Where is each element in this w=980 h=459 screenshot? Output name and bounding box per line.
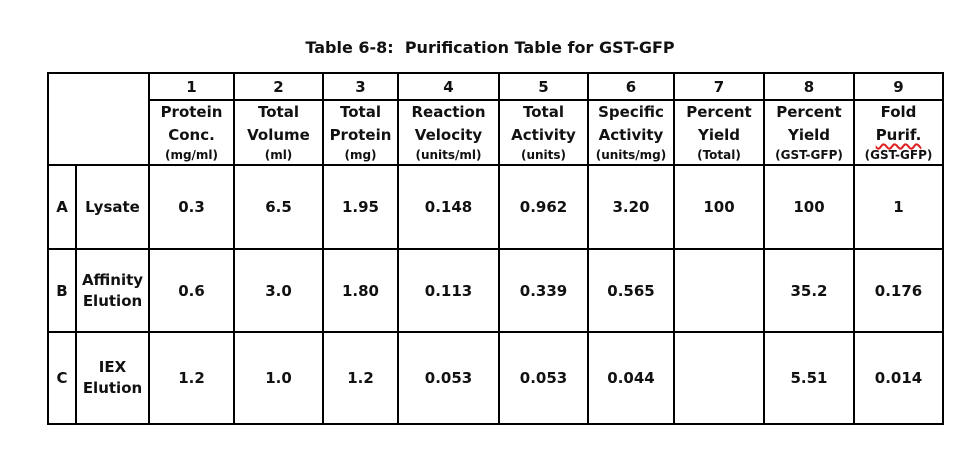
header-units: (Total): [697, 148, 741, 162]
value-cell: 0.113: [397, 248, 500, 333]
value-cell: 100: [763, 164, 855, 250]
col-header-reaction-velocity: Reaction Velocity (units/ml): [397, 99, 500, 166]
header-line: Conc.: [168, 126, 215, 144]
row-label-iex-elution: IEX Elution: [75, 331, 150, 425]
header-units: (units): [520, 148, 567, 162]
row-letter: B: [47, 248, 77, 333]
value-cell: 0.044: [587, 331, 675, 425]
value-cell: 1.2: [148, 331, 235, 425]
value-cell: 5.51: [763, 331, 855, 425]
column-number-row: 1 2 3 4 5 6 7 8 9: [47, 72, 944, 166]
table-row-iex-elution: C IEX Elution 1.2 1.0 1.2 0.053 0.053 0.…: [47, 331, 944, 425]
header-line: Protein: [160, 103, 223, 121]
value-cell: 3.20: [587, 164, 675, 250]
header-line: Volume: [247, 126, 310, 144]
header-units: (mg): [344, 148, 377, 162]
misspelled-word-purif: Purif.: [875, 126, 922, 144]
table-title: Table 6-8: Purification Table for GST-GF…: [305, 38, 675, 57]
table-row-lysate: A Lysate 0.3 6.5 1.95 0.148 0.962 3.20 1…: [47, 164, 944, 250]
value-cell: 100: [673, 164, 765, 250]
header-line: Activity: [598, 126, 664, 144]
col-number-9: 9: [853, 72, 944, 101]
col-header-specific-activity: Specific Activity (units/mg): [587, 99, 675, 166]
value-cell: [673, 331, 765, 425]
col-header-percent-yield-gstgfp: Percent Yield (GST-GFP): [763, 99, 855, 166]
row-letter: A: [47, 164, 77, 250]
col-number-6: 6: [587, 72, 675, 101]
col-number-1: 1: [148, 72, 235, 101]
value-cell: 0.962: [498, 164, 589, 250]
row-letter: C: [47, 331, 77, 425]
value-cell: 3.0: [233, 248, 324, 333]
header-line: Activity: [511, 126, 576, 144]
col-number-7: 7: [673, 72, 765, 101]
header-units: (mg/ml): [164, 148, 219, 162]
value-cell: 0.176: [853, 248, 944, 333]
value-cell: 1.0: [233, 331, 324, 425]
corner-cell: [47, 72, 150, 166]
value-cell: 1.80: [322, 248, 399, 333]
header-line: Specific: [598, 103, 664, 121]
value-cell: 1.95: [322, 164, 399, 250]
header-units: (units/mg): [595, 148, 667, 162]
row-label-lysate: Lysate: [75, 164, 150, 250]
header-line: Percent: [776, 103, 842, 121]
col-header-total-volume: Total Volume (ml): [233, 99, 324, 166]
value-cell: 6.5: [233, 164, 324, 250]
header-units: (ml): [264, 148, 293, 162]
header-line: Yield: [697, 126, 741, 144]
value-cell: 0.6: [148, 248, 235, 333]
col-number-4: 4: [397, 72, 500, 101]
header-units: (GST-GFP): [775, 148, 843, 162]
purification-table: 1 2 3 4 5 6 7 8 9 Protein Conc. (mg/ml) …: [47, 72, 944, 425]
header-line: Percent: [686, 103, 752, 121]
header-line: Yield: [787, 126, 831, 144]
value-cell: 0.565: [587, 248, 675, 333]
col-header-fold-purif: Fold Purif. (GST-GFP): [853, 99, 944, 166]
header-line: Fold: [880, 103, 917, 121]
value-cell: 1: [853, 164, 944, 250]
col-header-total-protein: Total Protein (mg): [322, 99, 399, 166]
header-line: Protein: [329, 126, 392, 144]
value-cell: 0.339: [498, 248, 589, 333]
header-line: Reaction: [411, 103, 486, 121]
header-units: (units/ml): [415, 148, 482, 162]
value-cell: 0.148: [397, 164, 500, 250]
value-cell: 0.053: [498, 331, 589, 425]
value-cell: 0.014: [853, 331, 944, 425]
col-number-2: 2: [233, 72, 324, 101]
value-cell: [673, 248, 765, 333]
header-units: (GST-GFP): [864, 148, 933, 162]
value-cell: 35.2: [763, 248, 855, 333]
column-header-row: Protein Conc. (mg/ml) Total Volume (ml) …: [48, 99, 944, 166]
header-line: Total: [258, 103, 299, 121]
value-cell: 0.3: [148, 164, 235, 250]
header-line: Velocity: [414, 126, 483, 144]
table-row-affinity-elution: B Affinity Elution 0.6 3.0 1.80 0.113 0.…: [47, 248, 944, 333]
col-header-total-activity: Total Activity (units): [498, 99, 589, 166]
value-cell: 0.053: [397, 331, 500, 425]
header-line: Total: [340, 103, 381, 121]
col-number-5: 5: [498, 72, 589, 101]
col-number-3: 3: [322, 72, 399, 101]
value-cell: 1.2: [322, 331, 399, 425]
col-header-protein-conc: Protein Conc. (mg/ml): [148, 99, 235, 166]
col-number-8: 8: [763, 72, 855, 101]
row-label-affinity-elution: Affinity Elution: [75, 248, 150, 333]
col-header-percent-yield-total: Percent Yield (Total): [673, 99, 765, 166]
header-line: Total: [523, 103, 564, 121]
